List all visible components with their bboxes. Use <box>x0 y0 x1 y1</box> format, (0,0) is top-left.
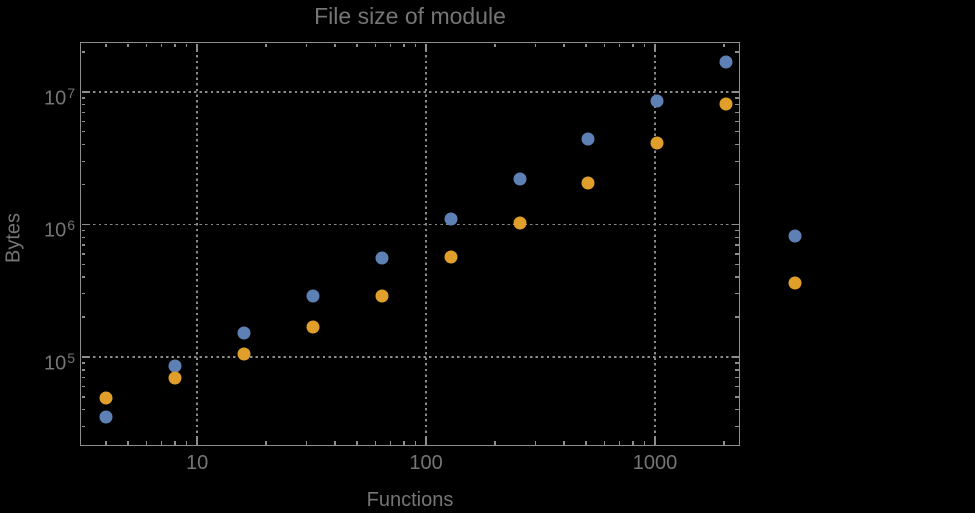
plot-frame <box>80 42 740 446</box>
data-point-blue-series <box>788 229 802 243</box>
y-tick-label: 105 <box>43 349 75 375</box>
x-tick-label: 1000 <box>632 452 678 474</box>
x-axis-label: Functions <box>366 489 454 511</box>
chart-title: File size of module <box>314 3 506 29</box>
data-point-orange-series <box>788 276 802 290</box>
y-axis-label: Bytes <box>2 212 25 264</box>
x-tick-label: 100 <box>409 452 443 474</box>
y-tick-label: 107 <box>43 84 75 110</box>
x-tick-label: 10 <box>185 452 209 474</box>
